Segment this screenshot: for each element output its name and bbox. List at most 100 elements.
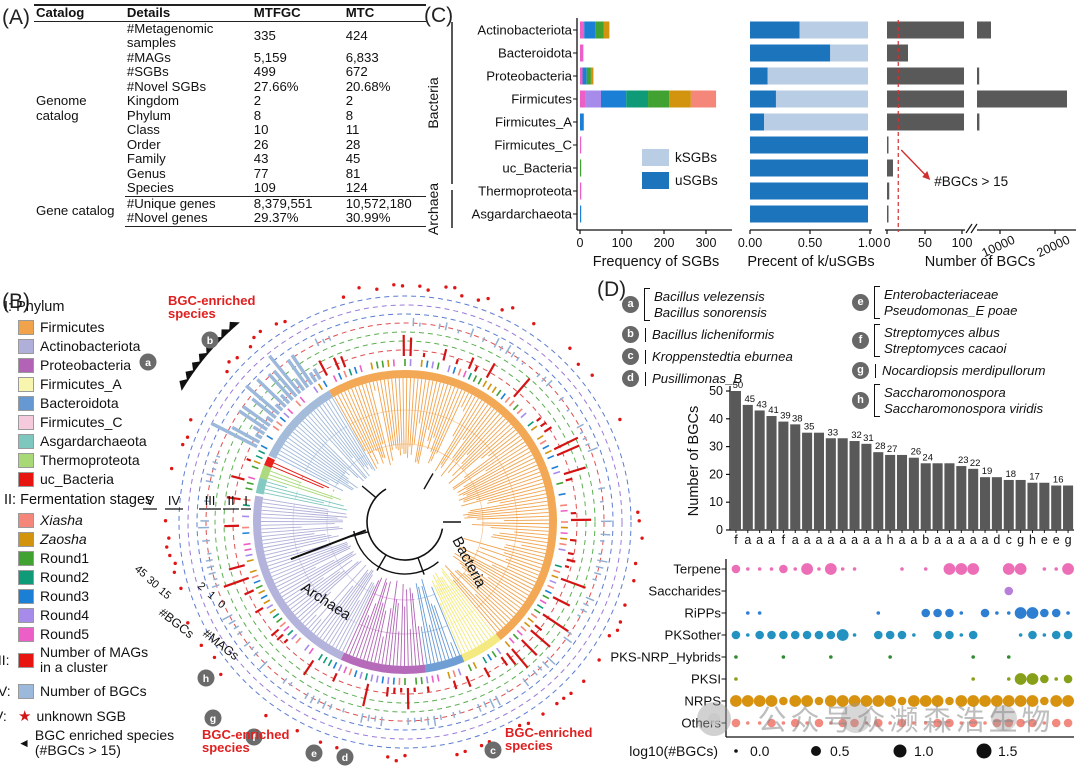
unknown-sgb-dot	[335, 745, 339, 750]
ring-label: IV	[168, 493, 181, 508]
bgc-class-bubble	[971, 655, 975, 659]
species-bgc-bar	[920, 463, 931, 530]
bgc-class-bubble	[919, 695, 932, 707]
unknown-sgb-dot	[274, 322, 279, 326]
bgc-class-bubble	[814, 630, 824, 640]
x-tick: 1.00	[858, 236, 882, 250]
unknown-sgb-dot	[453, 286, 457, 290]
detail-cell: #Unique genes	[126, 195, 216, 211]
column-header: MTFGC	[251, 5, 344, 22]
legend-item-label: Round5	[40, 626, 90, 642]
unknown-sgb-dot	[426, 288, 430, 292]
species-name: Streptomyces cacaoi	[884, 340, 1007, 356]
bgc-class-bubble	[1014, 563, 1027, 575]
legend-item: Round4	[4, 606, 214, 625]
enriched-label: BGC-enriched	[202, 727, 289, 742]
bgc-class-bubble	[840, 567, 845, 571]
value-cell: 8	[253, 107, 262, 123]
phylum-arc-band	[461, 633, 501, 662]
bgc-class-bubble	[824, 563, 837, 575]
bgc-count-bar	[265, 415, 274, 423]
bar-letter-label: a	[934, 533, 941, 547]
bgc-class-bubble	[971, 677, 975, 681]
unknown-sgb-dot	[568, 346, 572, 350]
unknown-sgb-dot	[618, 417, 622, 422]
unknown-sgb-dot	[264, 713, 268, 718]
frequency-of-sgbs-chart: 0 100 200 300 Frequency of SGBs	[576, 18, 732, 270]
bgc-class-bubble	[790, 718, 800, 728]
stacked-bar-segment	[580, 67, 583, 85]
enriched-label: BGC-enriched	[168, 293, 255, 308]
bar-value-label: 19	[982, 466, 993, 477]
letter-mark-e	[305, 744, 323, 762]
legend-line: in a cluster	[40, 659, 108, 675]
stacked-bar-segment	[580, 21, 585, 39]
dashed-ring	[205, 322, 605, 722]
panel-a-label: (A)	[2, 6, 30, 29]
bgc-class-bubble	[1051, 718, 1061, 728]
bgc-count-bar	[268, 354, 302, 395]
bar-value-label: 39	[780, 411, 791, 422]
species-bgc-bar	[742, 404, 753, 530]
value-cell: 10,572,180	[345, 195, 412, 211]
legend-item-label: Firmicutes	[40, 319, 105, 335]
phylum-arc-band	[340, 652, 427, 674]
bgc-class-bubble	[1028, 630, 1037, 640]
bracket	[875, 363, 876, 378]
bar-value-label: 50	[733, 380, 744, 391]
bgc-class-bubble	[1004, 586, 1014, 596]
bar-value-label: 17	[1029, 472, 1040, 483]
bgc-class-bubble	[1062, 563, 1074, 575]
bgc-class-bubble	[765, 695, 778, 707]
species-bgc-bar	[1015, 479, 1026, 530]
bar-letter-label: a	[910, 533, 917, 547]
bar-letter-label: f	[782, 533, 786, 547]
bgc-class-bubble	[757, 721, 762, 725]
bar-value-label: 38	[792, 413, 803, 424]
unknown-sgb-dot	[555, 701, 559, 706]
legend-prefix: IV:	[0, 683, 11, 699]
species-legend-item: e Enterobacteriaceae Pseudomonas_E poae	[852, 286, 1080, 319]
value-cell: 424	[345, 27, 368, 43]
legend-swatch	[18, 608, 34, 623]
bgc-class-bubble	[852, 567, 857, 571]
bgc-class-bubble	[1014, 607, 1027, 619]
bgc-bar	[887, 44, 908, 62]
species-name: Saccharomonospora	[884, 385, 1006, 400]
bgc-class-bubble	[1014, 673, 1027, 685]
legend-swatch	[18, 570, 34, 585]
unknown-sgb-dot	[562, 696, 566, 700]
unknown-sgb-dot	[476, 298, 481, 302]
bgc-class-bubble	[1042, 633, 1047, 637]
value-cell: 26	[253, 136, 269, 152]
bgc-class-bubble	[779, 564, 788, 574]
y-tick: 10	[709, 495, 723, 509]
ring-label: III	[205, 493, 216, 508]
bgc-class-bubble	[1018, 633, 1023, 637]
bgc-class-bubble	[995, 611, 999, 615]
unknown-sgb-dot	[633, 561, 638, 566]
panel-b-label: (B)	[2, 290, 30, 313]
value-cell: 28	[345, 136, 361, 152]
x-tick: 200	[654, 236, 675, 250]
phylum-arc-band	[425, 654, 465, 673]
value-cell: 43	[253, 151, 269, 167]
species-names: Nocardiopsis merdipullorum	[882, 363, 1045, 379]
size-legend-dot	[734, 749, 738, 753]
stages-legend-title: II: Fermentation stages	[4, 492, 153, 508]
species-names: Saccharomonospora Saccharomonospora virid…	[884, 385, 1043, 416]
unknown-sgb-dot	[632, 579, 636, 583]
unknown-sgb-dot	[460, 294, 464, 298]
stacked-bar-segment	[669, 90, 691, 108]
bgc-class-bubble	[933, 608, 942, 618]
bgc-class-bubble	[968, 630, 978, 640]
stacked-bar-segment	[595, 21, 604, 39]
unknown-sgb-dot	[640, 536, 644, 540]
bar-value-label: 18	[1005, 469, 1016, 480]
species-bgc-bar	[802, 432, 813, 530]
bgc-class-bubble	[959, 611, 964, 615]
value-cell: 81	[345, 165, 361, 181]
bgc-class-bubble	[734, 655, 738, 659]
stacked-bar-segment	[590, 67, 594, 85]
legend-item-label: Zaosha	[40, 531, 87, 547]
